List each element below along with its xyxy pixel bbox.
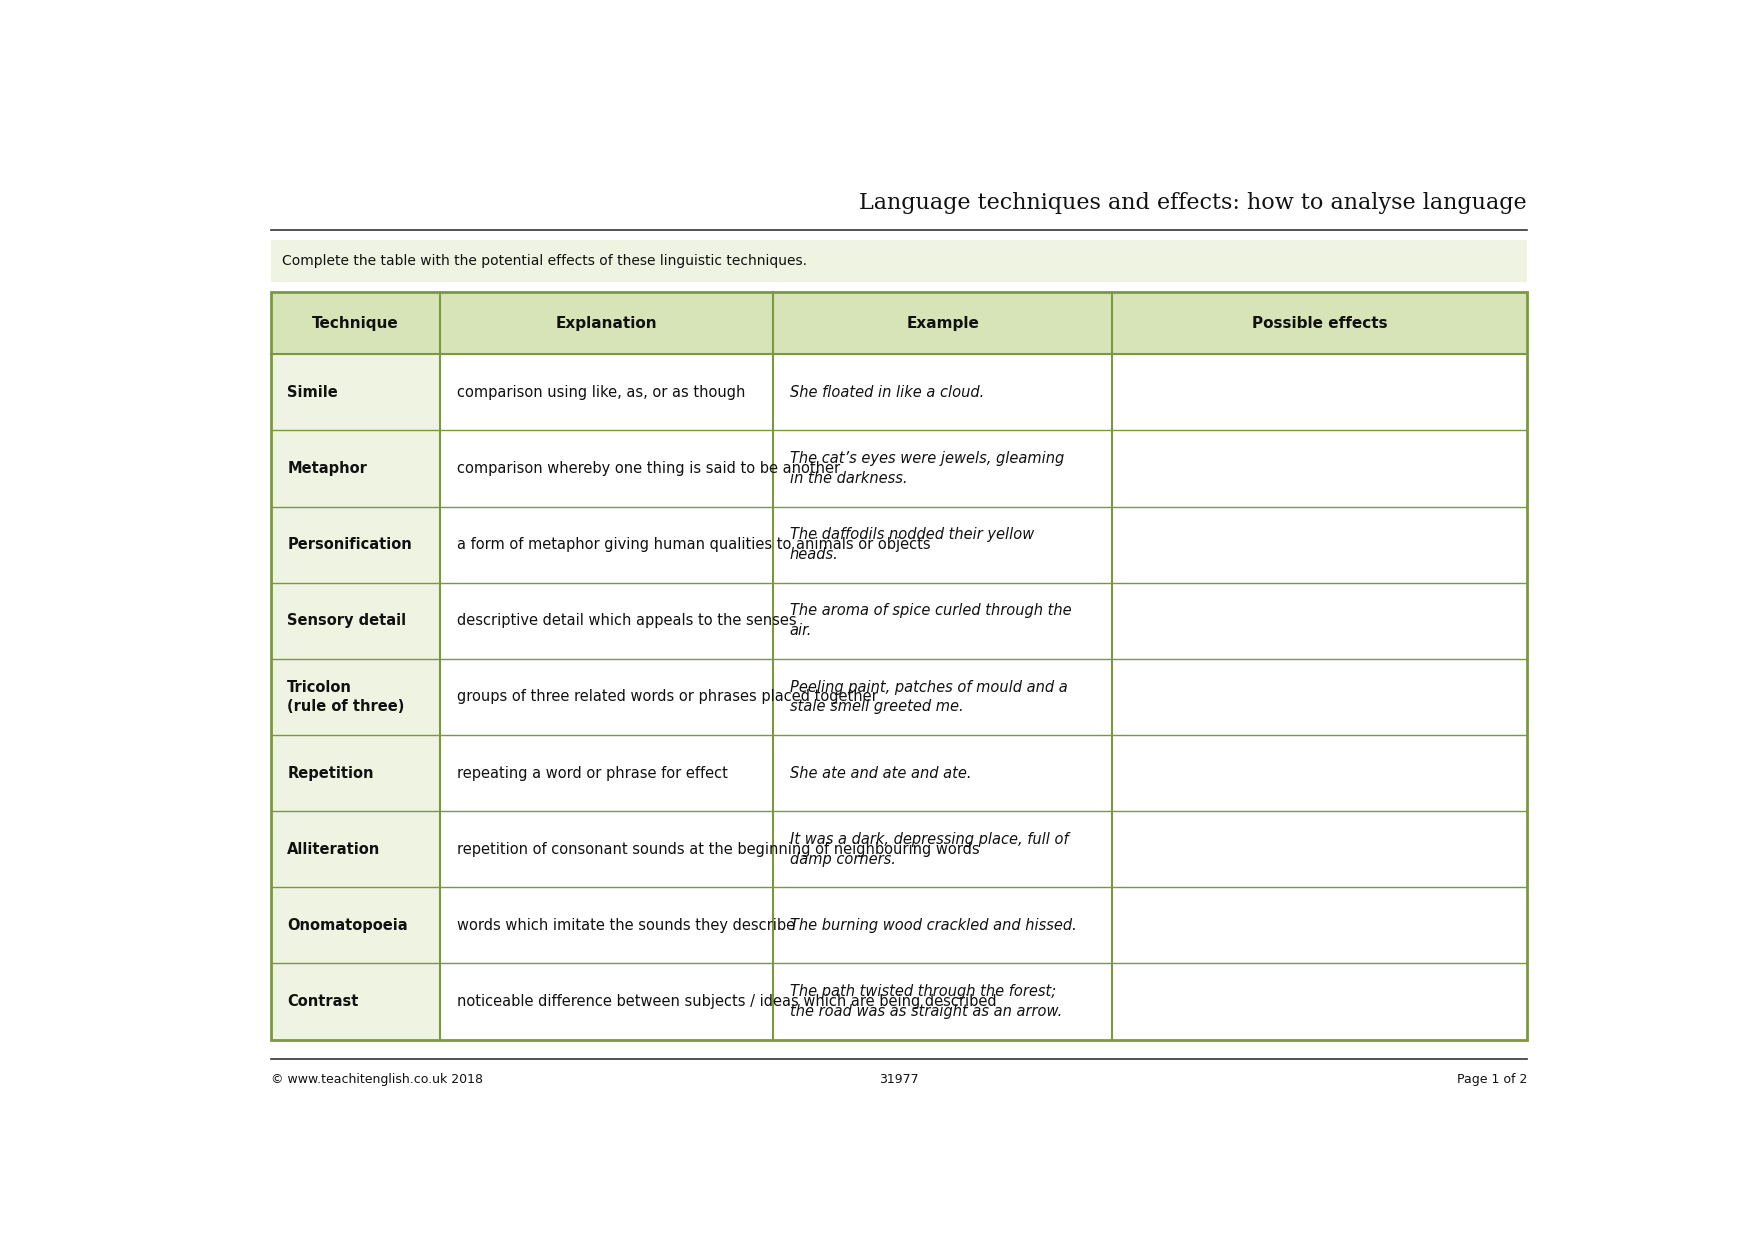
Text: Sensory detail: Sensory detail [288,613,407,628]
FancyBboxPatch shape [270,812,440,887]
Text: Contrast: Contrast [288,994,358,1009]
Text: The path twisted through the forest;
the road was as straight as an arrow.: The path twisted through the forest; the… [789,984,1061,1019]
FancyBboxPatch shape [270,431,440,506]
Text: repetition of consonant sounds at the beginning of neighbouring words: repetition of consonant sounds at the be… [456,841,979,856]
Text: Onomatopoeia: Onomatopoeia [288,918,409,933]
Text: 31977: 31977 [879,1073,919,1086]
Text: a form of metaphor giving human qualities to animals or objects: a form of metaphor giving human qualitie… [456,537,930,552]
FancyBboxPatch shape [270,963,440,1040]
Text: The burning wood crackled and hissed.: The burning wood crackled and hissed. [789,918,1077,933]
FancyBboxPatch shape [270,659,440,735]
Text: comparison using like, as, or as though: comparison using like, as, or as though [456,385,745,400]
Text: © www.teachitenglish.co.uk 2018: © www.teachitenglish.co.uk 2018 [270,1073,482,1086]
Text: Peeling paint, patches of mould and a
stale smell greeted me.: Peeling paint, patches of mould and a st… [789,680,1068,715]
Text: comparison whereby one thing is said to be another: comparison whereby one thing is said to … [456,462,840,477]
Text: Technique: Technique [312,315,400,331]
Text: groups of three related words or phrases placed together: groups of three related words or phrases… [456,690,877,705]
FancyBboxPatch shape [270,887,440,963]
Text: The aroma of spice curled through the
air.: The aroma of spice curled through the ai… [789,603,1072,638]
Text: descriptive detail which appeals to the senses: descriptive detail which appeals to the … [456,613,796,628]
Text: She ate and ate and ate.: She ate and ate and ate. [789,766,972,781]
Text: repeating a word or phrase for effect: repeating a word or phrase for effect [456,766,728,781]
Text: words which imitate the sounds they describe: words which imitate the sounds they desc… [456,918,795,933]
FancyBboxPatch shape [270,506,440,583]
Text: Page 1 of 2: Page 1 of 2 [1456,1073,1528,1086]
Text: noticeable difference between subjects / ideas which are being described: noticeable difference between subjects /… [456,994,996,1009]
Text: Tricolon
(rule of three): Tricolon (rule of three) [288,680,405,715]
FancyBboxPatch shape [270,293,1528,355]
Text: The cat’s eyes were jewels, gleaming
in the darkness.: The cat’s eyes were jewels, gleaming in … [789,452,1065,486]
FancyBboxPatch shape [270,355,440,431]
Text: Metaphor: Metaphor [288,462,367,477]
Text: Explanation: Explanation [556,315,658,331]
FancyBboxPatch shape [270,735,440,812]
Text: Simile: Simile [288,385,339,400]
Text: Alliteration: Alliteration [288,841,381,856]
Text: Example: Example [907,315,979,331]
Text: The daffodils nodded their yellow
heads.: The daffodils nodded their yellow heads. [789,527,1033,562]
Text: She floated in like a cloud.: She floated in like a cloud. [789,385,984,400]
FancyBboxPatch shape [270,583,440,659]
Text: It was a dark, depressing place, full of
damp corners.: It was a dark, depressing place, full of… [789,831,1068,866]
FancyBboxPatch shape [270,240,1528,282]
Text: Repetition: Repetition [288,766,374,781]
Text: Language techniques and effects: how to analyse language: Language techniques and effects: how to … [859,192,1528,213]
Text: Possible effects: Possible effects [1252,315,1387,331]
Text: Personification: Personification [288,537,412,552]
Text: Complete the table with the potential effects of these linguistic techniques.: Complete the table with the potential ef… [282,253,807,268]
